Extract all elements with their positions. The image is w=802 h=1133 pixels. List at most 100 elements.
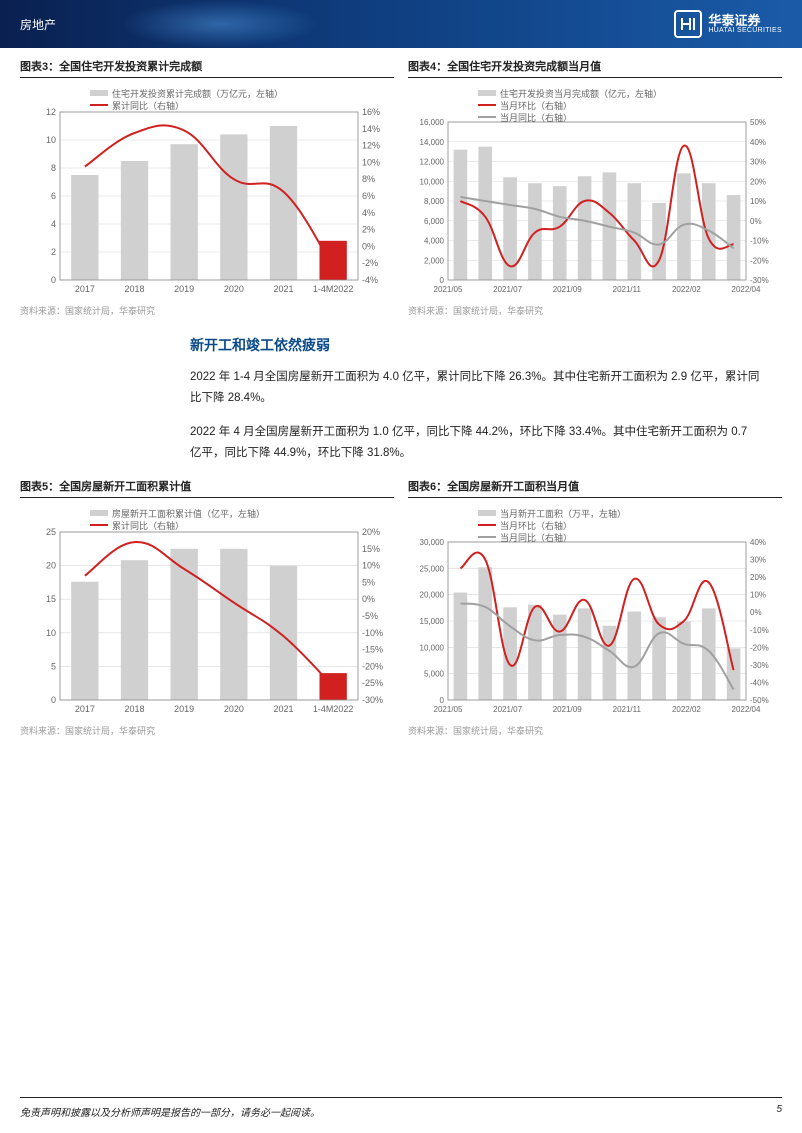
svg-text:12,000: 12,000	[420, 158, 445, 167]
svg-text:2018: 2018	[124, 704, 144, 714]
svg-text:-15%: -15%	[362, 644, 383, 654]
svg-text:2021/11: 2021/11	[613, 285, 642, 294]
svg-text:-20%: -20%	[750, 256, 769, 265]
svg-text:2019: 2019	[174, 704, 194, 714]
svg-text:0%: 0%	[362, 241, 375, 251]
svg-text:0: 0	[440, 276, 445, 285]
svg-text:2020: 2020	[224, 704, 244, 714]
svg-text:房屋新开工面积累计值（亿平，左轴）: 房屋新开工面积累计值（亿平，左轴）	[112, 508, 265, 519]
chart5-canvas: 0510152025-30%-25%-20%-15%-10%-5%0%5%10%…	[20, 502, 394, 722]
svg-text:-25%: -25%	[362, 678, 383, 688]
svg-text:-30%: -30%	[362, 695, 383, 705]
svg-text:2021/09: 2021/09	[553, 285, 582, 294]
svg-text:15: 15	[46, 594, 56, 604]
svg-text:20%: 20%	[362, 527, 380, 537]
svg-text:2022/02: 2022/02	[672, 705, 701, 714]
chart6-source: 资料来源：国家统计局，华泰研究	[408, 724, 782, 737]
svg-text:10%: 10%	[362, 560, 380, 570]
svg-text:-2%: -2%	[362, 258, 378, 268]
svg-text:0: 0	[51, 695, 56, 705]
svg-text:10: 10	[46, 628, 56, 638]
svg-text:2019: 2019	[174, 284, 194, 294]
logo-cn: 华泰证券	[708, 14, 782, 27]
svg-text:1-4M2022: 1-4M2022	[313, 704, 354, 714]
chart5-title: 图表5：全国房屋新开工面积累计值	[20, 478, 394, 498]
category-label: 房地产	[20, 16, 56, 33]
section-title: 新开工和竣工依然疲弱	[190, 335, 782, 355]
svg-text:12: 12	[46, 107, 56, 117]
svg-text:0: 0	[440, 696, 445, 705]
svg-text:20: 20	[46, 560, 56, 570]
svg-text:4: 4	[51, 219, 56, 229]
svg-text:4,000: 4,000	[424, 237, 445, 246]
svg-text:0%: 0%	[362, 594, 375, 604]
logo-en: HUATAI SECURITIES	[708, 27, 782, 34]
svg-text:1-4M2022: 1-4M2022	[313, 284, 354, 294]
svg-text:10,000: 10,000	[420, 643, 445, 652]
svg-text:16,000: 16,000	[420, 118, 445, 127]
svg-text:2021/07: 2021/07	[493, 285, 522, 294]
svg-text:当月同比（右轴）: 当月同比（右轴）	[500, 112, 572, 123]
svg-text:16%: 16%	[362, 107, 380, 117]
svg-text:2: 2	[51, 247, 56, 257]
svg-text:12%: 12%	[362, 141, 380, 151]
svg-text:5: 5	[51, 661, 56, 671]
svg-text:10%: 10%	[750, 197, 766, 206]
chart5-source: 资料来源：国家统计局，华泰研究	[20, 724, 394, 737]
svg-text:10%: 10%	[750, 590, 766, 599]
svg-text:2018: 2018	[124, 284, 144, 294]
chart-row-2: 图表5：全国房屋新开工面积累计值 0510152025-30%-25%-20%-…	[20, 478, 782, 737]
svg-text:-10%: -10%	[750, 626, 769, 635]
chart3-canvas: 024681012-4%-2%0%2%4%6%8%10%12%14%16%201…	[20, 82, 394, 302]
svg-text:2020: 2020	[224, 284, 244, 294]
svg-text:2017: 2017	[75, 284, 95, 294]
svg-text:50%: 50%	[750, 118, 766, 127]
svg-text:2021/07: 2021/07	[493, 705, 522, 714]
svg-text:-5%: -5%	[362, 611, 378, 621]
svg-text:2%: 2%	[362, 225, 375, 235]
svg-text:当月新开工面积（万平，左轴）: 当月新开工面积（万平，左轴）	[500, 508, 626, 519]
svg-text:累计同比（右轴）: 累计同比（右轴）	[112, 520, 184, 531]
svg-text:2021: 2021	[273, 284, 293, 294]
chart6-canvas: 05,00010,00015,00020,00025,00030,000-50%…	[408, 502, 782, 722]
svg-text:5,000: 5,000	[424, 669, 445, 678]
svg-text:2021/05: 2021/05	[434, 705, 463, 714]
page-number: 5	[776, 1104, 782, 1119]
body-content: 图表3：全国住宅开发投资累计完成额 024681012-4%-2%0%2%4%6…	[0, 48, 802, 737]
chart4-source: 资料来源：国家统计局，华泰研究	[408, 304, 782, 317]
chart4-canvas: 02,0004,0006,0008,00010,00012,00014,0001…	[408, 82, 782, 302]
svg-text:-4%: -4%	[362, 275, 378, 285]
footer: 免责声明和披露以及分析师声明是报告的一部分，请务必一起阅读。 5	[20, 1097, 782, 1119]
svg-text:20,000: 20,000	[420, 590, 445, 599]
svg-text:-10%: -10%	[362, 628, 383, 638]
svg-text:14%: 14%	[362, 124, 380, 134]
svg-text:30,000: 30,000	[420, 538, 445, 547]
chart3-block: 图表3：全国住宅开发投资累计完成额 024681012-4%-2%0%2%4%6…	[20, 58, 394, 317]
svg-text:2022/02: 2022/02	[672, 285, 701, 294]
disclaimer: 免责声明和披露以及分析师声明是报告的一部分，请务必一起阅读。	[20, 1104, 320, 1119]
svg-text:8,000: 8,000	[424, 197, 445, 206]
svg-text:2022/04: 2022/04	[732, 705, 761, 714]
svg-text:15,000: 15,000	[420, 617, 445, 626]
svg-text:6%: 6%	[362, 191, 375, 201]
svg-text:-30%: -30%	[750, 276, 769, 285]
svg-text:2022/04: 2022/04	[732, 285, 761, 294]
svg-text:2021: 2021	[273, 704, 293, 714]
svg-text:2021/11: 2021/11	[613, 705, 642, 714]
svg-text:15%: 15%	[362, 544, 380, 554]
svg-text:10%: 10%	[362, 157, 380, 167]
svg-text:住宅开发投资当月完成额（亿元，左轴）: 住宅开发投资当月完成额（亿元，左轴）	[500, 88, 662, 99]
svg-text:-10%: -10%	[750, 237, 769, 246]
svg-text:-30%: -30%	[750, 661, 769, 670]
svg-text:当月环比（右轴）: 当月环比（右轴）	[500, 520, 572, 531]
svg-text:30%: 30%	[750, 555, 766, 564]
svg-text:2,000: 2,000	[424, 256, 445, 265]
para1: 2022 年 1-4 月全国房屋新开工面积为 4.0 亿平，累计同比下降 26.…	[190, 367, 760, 408]
svg-text:30%: 30%	[750, 158, 766, 167]
logo-icon	[674, 10, 702, 38]
svg-text:2017: 2017	[75, 704, 95, 714]
svg-text:0%: 0%	[750, 608, 762, 617]
svg-text:8%: 8%	[362, 174, 375, 184]
svg-text:0%: 0%	[750, 217, 762, 226]
svg-text:6: 6	[51, 191, 56, 201]
